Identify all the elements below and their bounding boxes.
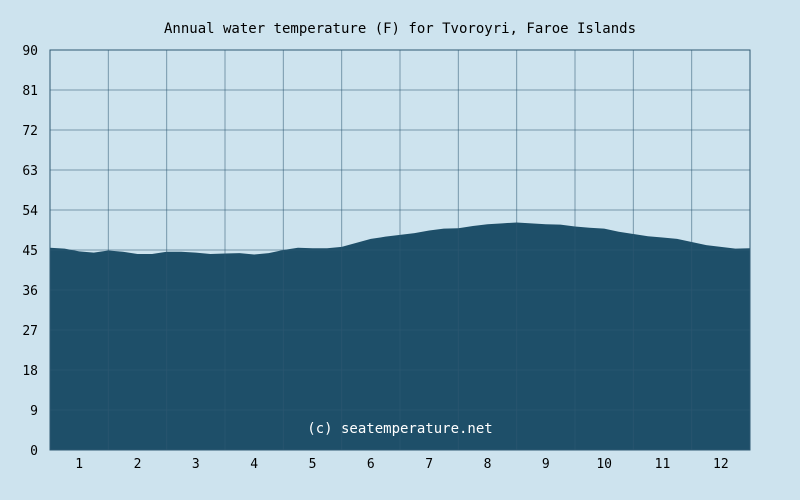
y-tick-label: 81 — [22, 84, 38, 99]
x-tick-label: 1 — [75, 457, 83, 472]
watermark-text: (c) seatemperature.net — [307, 421, 492, 437]
x-tick-label: 6 — [367, 457, 375, 472]
x-tick-label: 10 — [596, 457, 612, 472]
y-tick-label: 45 — [22, 244, 38, 259]
y-tick-label: 18 — [22, 364, 38, 379]
y-tick-label: 63 — [22, 164, 38, 179]
x-tick-label: 9 — [542, 457, 550, 472]
y-tick-label: 54 — [22, 204, 38, 219]
x-axis-ticks: 1 2 3 4 5 6 7 8 9 10 11 12 — [75, 457, 728, 472]
chart-title: Annual water temperature (F) for Tvoroyr… — [164, 21, 636, 37]
y-tick-label: 27 — [22, 324, 38, 339]
y-tick-label: 36 — [22, 284, 38, 299]
x-tick-label: 8 — [484, 457, 492, 472]
y-tick-label: 90 — [22, 44, 38, 59]
x-tick-label: 7 — [425, 457, 433, 472]
x-tick-label: 11 — [655, 457, 671, 472]
y-tick-label: 72 — [22, 124, 38, 139]
y-tick-label: 0 — [30, 444, 38, 459]
x-tick-label: 12 — [713, 457, 729, 472]
x-tick-label: 2 — [134, 457, 142, 472]
x-tick-label: 3 — [192, 457, 200, 472]
y-tick-label: 9 — [30, 404, 38, 419]
x-tick-label: 4 — [250, 457, 258, 472]
y-axis-ticks: 0 9 18 27 36 45 54 63 72 81 90 — [22, 44, 38, 459]
plot-border — [49, 49, 751, 451]
x-tick-label: 5 — [309, 457, 317, 472]
